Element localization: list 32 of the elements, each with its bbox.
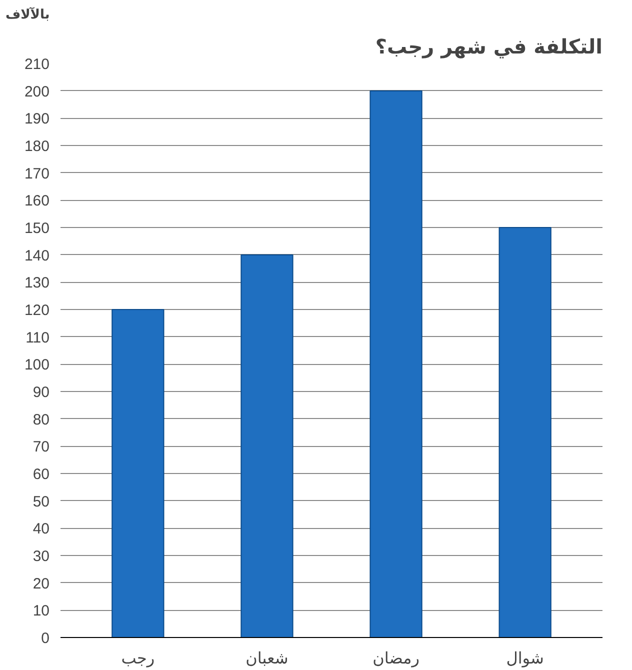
y-axis-title: بالآلاف — [6, 6, 50, 22]
y-tick-label: 150 — [24, 220, 50, 237]
y-tick-label: 120 — [24, 302, 50, 319]
bar — [240, 254, 294, 638]
y-tick-label: 80 — [32, 411, 50, 428]
x-tick-label: رمضان — [372, 648, 420, 668]
y-tick-label: 190 — [24, 110, 50, 128]
y-tick-label: 30 — [32, 548, 50, 565]
y-tick-label: 20 — [32, 575, 50, 592]
x-tick-label: شوال — [506, 648, 544, 668]
y-tick-label: 210 — [24, 56, 50, 73]
y-tick-label: 160 — [24, 192, 50, 210]
y-tick-label: 50 — [32, 493, 50, 510]
y-tick-label: 180 — [24, 138, 50, 155]
x-tick-label: رجب — [121, 648, 155, 668]
y-tick-label: 140 — [24, 247, 50, 264]
y-tick-label: 200 — [24, 83, 50, 100]
y-tick-label: 10 — [32, 602, 50, 620]
x-tick-label: شعبان — [246, 648, 288, 668]
y-tick-label: 70 — [32, 438, 50, 456]
y-tick-label: 130 — [24, 274, 50, 292]
bar — [498, 227, 552, 638]
y-tick-label: 90 — [32, 384, 50, 401]
y-tick-label: 110 — [26, 329, 50, 346]
y-tick-label: 40 — [32, 520, 50, 538]
bar — [370, 90, 422, 638]
y-tick-label: 170 — [24, 165, 50, 182]
bar — [112, 309, 164, 638]
y-tick-label: 100 — [24, 356, 50, 374]
y-tick-label: 0 — [41, 630, 50, 647]
chart-title: التكلفة في شهر رجب؟ — [375, 34, 603, 58]
y-tick-label: 60 — [32, 466, 50, 483]
